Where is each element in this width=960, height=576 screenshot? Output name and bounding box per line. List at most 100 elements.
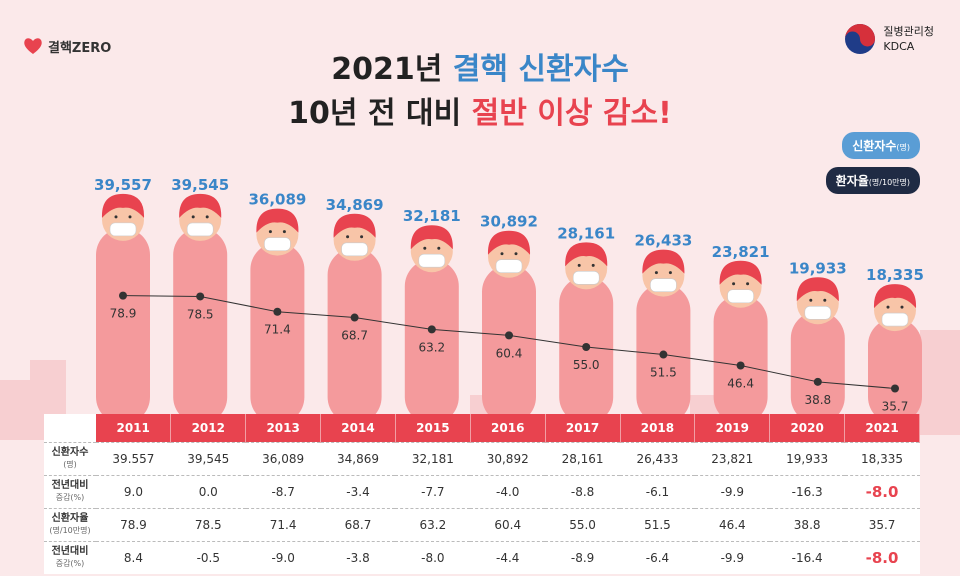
table-cell: -8.0: [844, 540, 920, 574]
rate-point: [119, 291, 127, 300]
year-tick-label: 2018: [620, 414, 696, 442]
rate-point: [273, 307, 282, 316]
row-label-text: 전년대비: [51, 479, 89, 491]
row-label-unit: 증감(%): [55, 558, 85, 568]
rate-point: [196, 292, 205, 301]
rate-value-label: 35.7: [882, 399, 909, 413]
table-cell: -9.9: [694, 474, 770, 508]
eye-icon: [591, 263, 595, 267]
year-header-row: 2011 2012 2013 2014 2015 2016 2017 2018 2019 2020…: [44, 414, 920, 442]
legend-rate: 환자율(명/10만명): [825, 167, 920, 194]
bar-figure: 23,821: [712, 243, 770, 424]
bar: [482, 264, 536, 424]
year-tick-label: 2014: [320, 414, 396, 442]
eye-icon: [282, 230, 286, 234]
eye-icon: [577, 263, 581, 267]
table-cell: 55.0: [545, 507, 621, 541]
table-cell: 38.8: [769, 507, 845, 541]
bar: [868, 318, 922, 424]
year-tick-label: 2016: [470, 414, 546, 442]
hair-icon: [796, 277, 839, 302]
eye-icon: [268, 230, 272, 234]
table-cell: 68.7: [320, 507, 396, 541]
bar-value-label: 30,892: [480, 213, 538, 231]
bar-figure: 34,869: [326, 196, 384, 424]
bar-value-label: 26,433: [634, 232, 692, 250]
table-corner: [44, 414, 96, 442]
legend-new-patients-label: 신환자수: [852, 139, 897, 153]
face-mask-icon: [881, 312, 909, 327]
table-row: 신환자율 (명/10만명) 78.9 78.5 71.4 68.7 63.2 60.4 55.0…: [44, 507, 920, 541]
rate-point: [813, 377, 822, 386]
face-mask-icon: [727, 289, 754, 304]
table-cell: 9.0: [96, 474, 171, 508]
rate-point: [350, 313, 359, 322]
face-mask-icon: [804, 305, 832, 320]
table-cell: 26,433: [620, 441, 695, 475]
year-tick-label: 2021: [844, 414, 920, 442]
table-cell: -4.4: [470, 540, 546, 574]
hair-icon: [487, 230, 531, 255]
hair-icon: [256, 208, 299, 233]
table-cell: -8.8: [545, 474, 621, 508]
year-tick-label: 2017: [545, 414, 621, 442]
bar: [173, 227, 228, 424]
table-cell: -6.4: [620, 540, 695, 574]
hair-icon: [719, 260, 762, 285]
tb-zero-logo: 결핵ZERO: [22, 36, 111, 56]
bar-value-label: 18,335: [866, 266, 924, 284]
table-cell: -0.5: [170, 540, 246, 574]
bar-figure: 28,161: [557, 224, 615, 424]
eye-icon: [886, 305, 890, 309]
legend-rate-label: 환자율: [835, 174, 869, 188]
rate-point: [427, 325, 436, 334]
bar-value-label: 23,821: [712, 243, 770, 261]
table-row: 전년대비 증감(%) 9.0 0.0 -8.7 -3.4 -7.7 -4.0 -8.8 -6.1-…: [44, 474, 920, 508]
eye-icon: [900, 305, 904, 309]
bar-value-label: 19,933: [789, 259, 847, 277]
table-cell: -16.4: [769, 540, 845, 574]
title-line-2: 10년 전 대비 절반 이상 감소!: [0, 92, 960, 136]
year-tick-label: 2012: [170, 414, 247, 442]
data-table: 2011 2012 2013 2014 2015 2016 2017 2018 2019 2020…: [44, 414, 920, 574]
bar-figure: 39,557: [94, 176, 152, 424]
year-tick-label: 2015: [395, 414, 471, 442]
table-cell: -16.3: [769, 474, 845, 508]
bar-value-label: 39,557: [94, 176, 152, 194]
table-cell: -7.7: [395, 474, 471, 508]
bar: [96, 227, 150, 424]
table-row: 전년대비 증감(%) 8.4 -0.5 -9.0 -3.8 -8.0 -4.4 -8.9 -6.4…: [44, 540, 920, 574]
table-cell: -6.1: [620, 474, 695, 508]
rate-value-label: 60.4: [496, 346, 523, 360]
table-cell: 23,821: [694, 441, 770, 475]
bar-figure: 26,433: [634, 232, 692, 424]
eye-icon: [346, 235, 350, 239]
face-mask-icon: [109, 222, 137, 237]
bar: [713, 294, 768, 424]
legend-rate-unit: (명/10만명): [868, 178, 910, 187]
eye-icon: [654, 271, 658, 275]
table-cell: -4.0: [470, 474, 546, 508]
eye-icon: [514, 252, 518, 256]
hair-icon: [333, 213, 376, 238]
taegeuk-emblem-icon: [845, 24, 876, 54]
eye-icon: [205, 215, 209, 219]
bar: [327, 247, 382, 424]
table-cell: -9.0: [245, 540, 321, 574]
eye-icon: [809, 298, 813, 302]
rate-value-label: 71.4: [264, 323, 291, 337]
bar-value-label: 39,545: [171, 176, 229, 194]
legend-new-patients-unit: (명): [896, 143, 910, 152]
row-label: 전년대비 증감(%): [44, 540, 96, 574]
infographic-title: 2021년 결핵 신환자수 10년 전 대비 절반 이상 감소!: [0, 48, 960, 136]
rate-value-label: 46.4: [727, 376, 754, 390]
row-label: 신환자율 (명/10만명): [44, 507, 96, 541]
face-mask-icon: [186, 222, 214, 237]
hair-icon: [101, 193, 145, 218]
bar-figure: 39,545: [171, 176, 229, 424]
year-tick-label: 2013: [245, 414, 322, 442]
table-cell: 39.557: [96, 441, 171, 475]
table-cell: 36,089: [245, 441, 321, 475]
rate-value-label: 63.2: [418, 340, 445, 354]
bar-figure: 30,892: [480, 213, 538, 424]
